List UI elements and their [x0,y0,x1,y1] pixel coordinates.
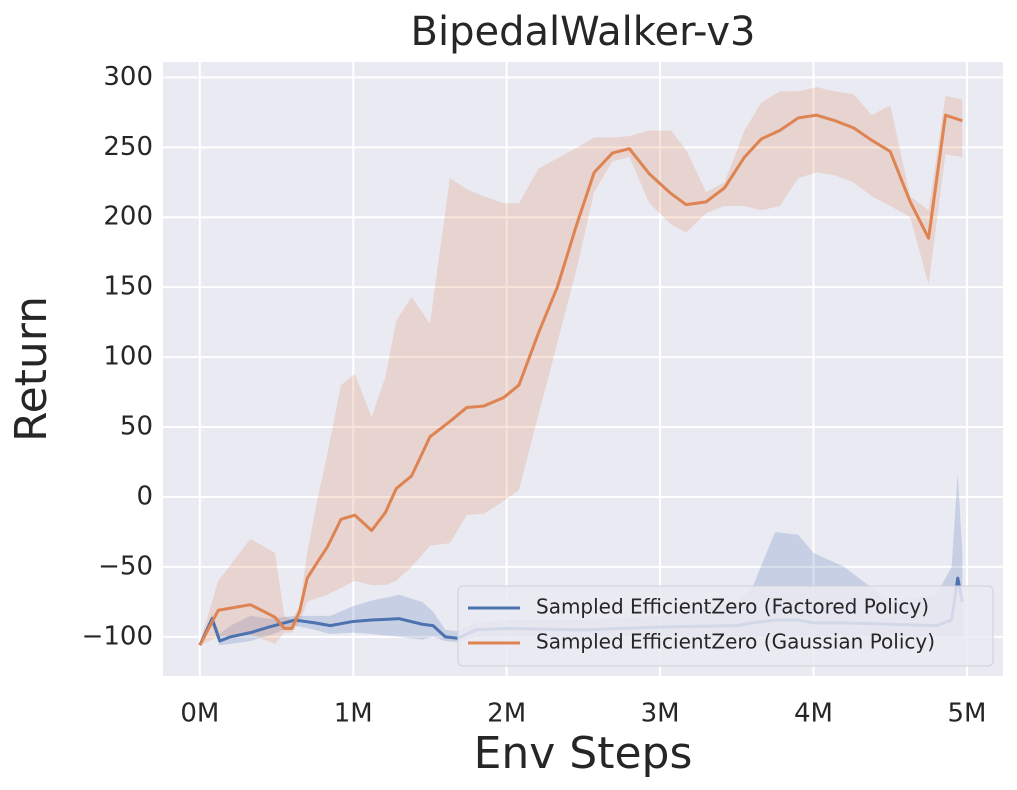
y-tick-label: 200 [103,202,153,232]
x-tick-label: 0M [180,699,219,729]
line [198,113,963,646]
y-tick-label: −100 [82,621,153,651]
confidence-band [199,87,963,646]
y-tick-label: 50 [120,412,153,442]
legend-label: Sampled EfficientZero (Factored Policy) [536,595,929,619]
x-tick-label: 4M [794,699,833,729]
y-tick-label: 250 [103,132,153,162]
y-tick-label: 150 [103,272,153,302]
y-tick-label: −50 [98,551,153,581]
plot-background [163,62,1003,676]
y-tick-label: 0 [136,481,153,511]
y-tick-label: 300 [103,62,153,92]
x-tick-label: 2M [487,699,526,729]
legend-box [457,585,994,667]
x-tick-label: 1M [334,699,373,729]
chart-title: BipedalWalker-v3 [411,9,756,55]
x-tick-label: 5M [947,699,986,729]
y-axis-label: Return [6,296,57,442]
x-tick-label: 3M [641,699,680,729]
x-axis-label: Env Steps [474,728,693,779]
legend-label: Sampled EfficientZero (Gaussian Policy) [536,630,935,654]
y-tick-label: 100 [103,342,153,372]
